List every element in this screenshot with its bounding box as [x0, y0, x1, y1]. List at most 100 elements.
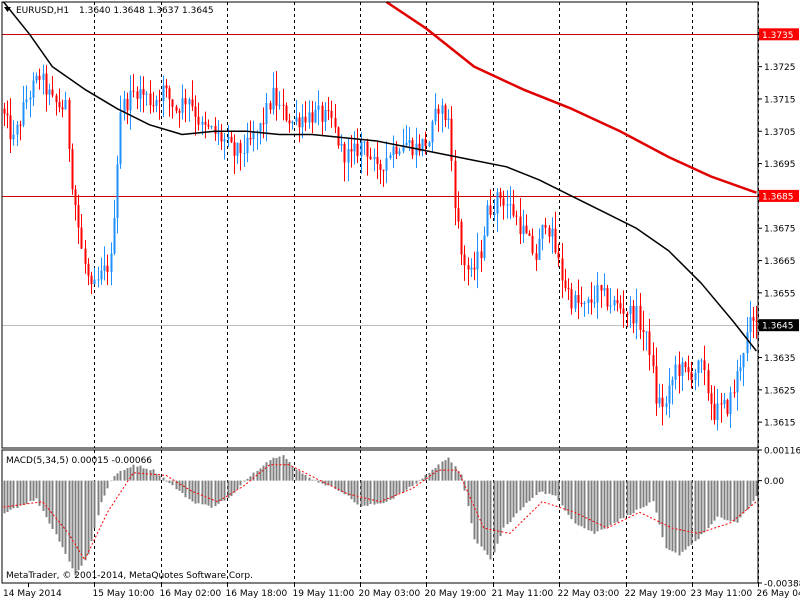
y-tick-label: 1.3625 [764, 386, 796, 396]
macd-histogram-bar [626, 480, 629, 516]
candle [522, 209, 525, 243]
candle [288, 113, 291, 133]
macd-histogram-bar [616, 480, 619, 522]
candle [236, 142, 239, 164]
macd-histogram-bar [489, 480, 492, 560]
candle [645, 331, 648, 351]
collapse-triangle-icon[interactable] [4, 7, 11, 12]
candle [304, 101, 307, 132]
macd-histogram-bar [408, 480, 411, 487]
macd-histogram-bar [321, 480, 324, 484]
macd-histogram-bar [483, 480, 486, 551]
candle [227, 124, 230, 148]
candle [376, 141, 379, 180]
candle [188, 97, 191, 122]
macd-histogram-bar [515, 480, 518, 514]
macd-histogram-bar [246, 478, 249, 481]
candle [694, 368, 697, 391]
candle [165, 79, 168, 98]
candle [398, 147, 401, 157]
candle [168, 85, 171, 117]
macd-histogram-bar [645, 480, 648, 506]
candle [574, 290, 577, 313]
candle [480, 239, 483, 272]
macd-histogram-bar [55, 480, 58, 535]
macd-histogram-bar [447, 457, 450, 481]
macd-histogram-bar [674, 480, 677, 553]
candle [149, 80, 152, 114]
macd-histogram-bar [642, 480, 645, 508]
macd-histogram-bar [317, 480, 320, 483]
candle [567, 278, 570, 300]
candle [55, 93, 58, 116]
macd-histogram-bar [35, 480, 38, 499]
macd-histogram-bar [577, 480, 580, 526]
macd-histogram-bar [493, 480, 496, 553]
macd-histogram-bar [350, 480, 353, 500]
candle [80, 213, 83, 250]
macd-histogram-bar [233, 480, 236, 493]
macd-histogram-bar [360, 480, 363, 507]
macd-histogram-bar [382, 480, 385, 504]
macd-histogram-bar [84, 480, 87, 561]
macd-histogram-bar [80, 480, 83, 566]
candle [457, 191, 460, 229]
macd-histogram-bar [460, 474, 463, 481]
macd-histogram-bar [129, 467, 132, 481]
macd-histogram-bar [45, 480, 48, 518]
macd-histogram-bar [687, 480, 690, 547]
macd-histogram-bar [376, 480, 379, 504]
candle [373, 148, 376, 172]
candle [538, 228, 541, 260]
macd-histogram-bar [178, 480, 181, 491]
candle [285, 102, 288, 123]
macd-histogram-bar [136, 466, 139, 481]
candle [441, 98, 444, 133]
macd-histogram-bar [450, 462, 453, 481]
macd-histogram-bar [356, 480, 359, 505]
candle [561, 242, 564, 299]
macd-histogram-bar [285, 459, 288, 481]
macd-histogram-bar [389, 480, 392, 500]
candle [720, 392, 723, 423]
macd-histogram-bar [197, 480, 200, 504]
macd-histogram-bar [648, 480, 651, 503]
macd-histogram-bar [210, 480, 213, 508]
candle [217, 120, 220, 146]
candle [334, 104, 337, 133]
macd-histogram-bar [298, 471, 301, 481]
candle [210, 125, 213, 130]
macd-histogram-bar [51, 480, 54, 529]
candle [535, 244, 538, 271]
macd-histogram-bar [603, 480, 606, 529]
candle [330, 100, 333, 128]
candle [12, 120, 15, 146]
candle [755, 305, 758, 339]
candle [171, 99, 174, 119]
macd-histogram-bar [194, 480, 197, 504]
candle [321, 101, 324, 135]
candle [600, 284, 603, 308]
candle [431, 119, 434, 153]
macd-histogram-bar [710, 480, 713, 525]
macd-histogram-bar [398, 480, 401, 493]
price-label-box [759, 319, 799, 332]
candle [726, 398, 729, 417]
candle [100, 257, 103, 285]
candle [418, 134, 421, 156]
candle [123, 90, 126, 121]
macd-histogram-bar [201, 480, 204, 505]
candle [428, 140, 431, 148]
macd-histogram-bar [665, 480, 668, 549]
macd-histogram-bar [681, 480, 684, 552]
candle [298, 112, 301, 143]
macd-histogram-bar [684, 480, 687, 550]
main-plot-frame [1, 1, 759, 449]
macd-histogram-bar [142, 468, 145, 481]
copyright-text: MetaTrader, © 2001-2014, MetaQuotes Soft… [6, 571, 253, 581]
candle [3, 102, 6, 126]
candle [324, 102, 327, 132]
candle [230, 131, 233, 143]
macd-histogram-bar [369, 480, 372, 505]
candle [42, 64, 45, 95]
